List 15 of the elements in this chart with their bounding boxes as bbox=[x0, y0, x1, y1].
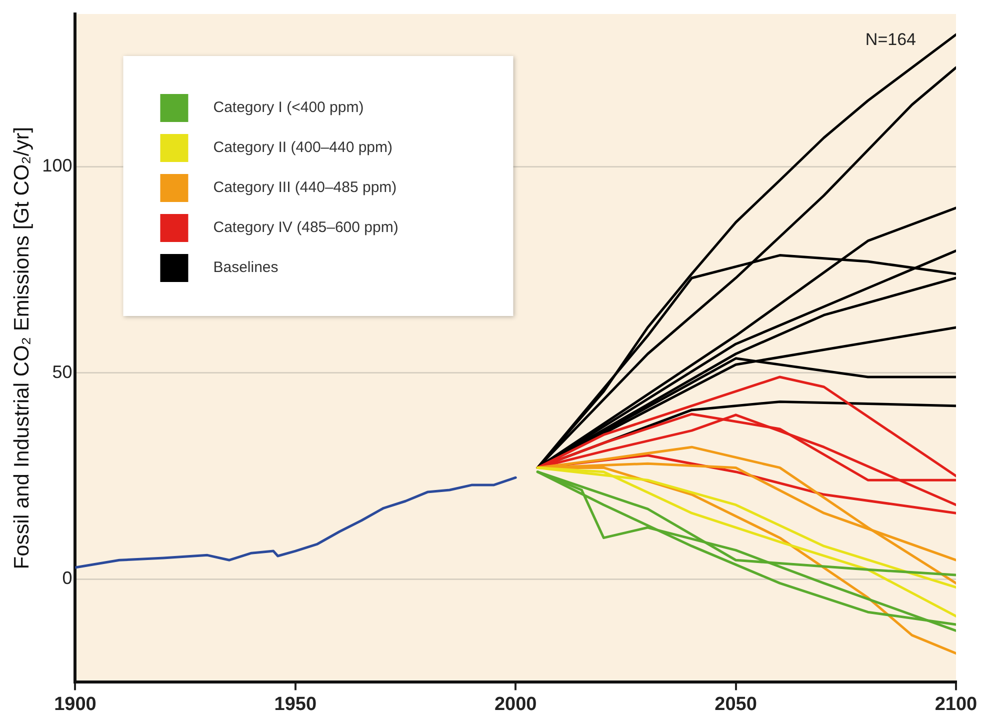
y-tick-label: 0 bbox=[62, 568, 72, 588]
legend-label: Category IV (485–600 ppm) bbox=[213, 219, 398, 236]
legend-label: Category I (<400 ppm) bbox=[213, 99, 364, 116]
legend-label: Category III (440–485 ppm) bbox=[213, 179, 397, 196]
x-tick-label: 2100 bbox=[934, 694, 978, 715]
x-tick-label: 1900 bbox=[54, 694, 96, 715]
y-tick-label: 100 bbox=[42, 156, 72, 176]
y-tick-label: 50 bbox=[52, 362, 72, 382]
x-tick-label: 1950 bbox=[274, 694, 317, 715]
x-tick-label: 2000 bbox=[494, 694, 537, 715]
y-axis-title: Fossil and Industrial CO₂ Emissions [Gt CO₂/yr] bbox=[10, 126, 34, 570]
legend-label: Category II (400–440 ppm) bbox=[213, 139, 393, 156]
legend-label: Baselines bbox=[213, 259, 278, 276]
annotation: N=164 bbox=[865, 30, 916, 50]
x-tick-label: 2050 bbox=[714, 694, 757, 715]
